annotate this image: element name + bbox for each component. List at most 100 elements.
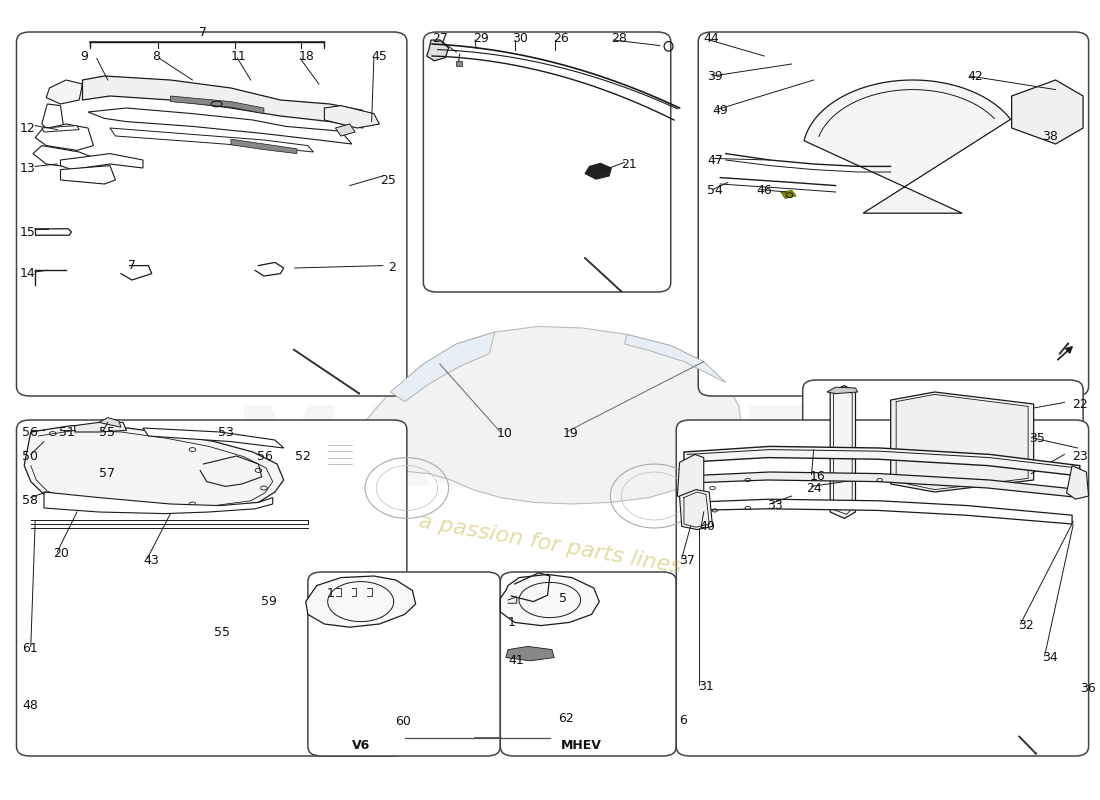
Text: V6: V6	[352, 739, 370, 752]
Text: 50: 50	[22, 450, 38, 462]
Text: 44: 44	[704, 32, 719, 45]
Polygon shape	[60, 166, 116, 184]
Polygon shape	[684, 472, 1080, 498]
Polygon shape	[231, 139, 297, 154]
Text: 58: 58	[22, 494, 38, 506]
Text: 27: 27	[432, 32, 448, 45]
Polygon shape	[500, 574, 600, 626]
Text: 13: 13	[20, 162, 35, 174]
Text: 55: 55	[214, 626, 230, 638]
Polygon shape	[35, 124, 94, 150]
Text: 40: 40	[700, 520, 715, 533]
Text: 5: 5	[559, 592, 566, 605]
Text: 6: 6	[680, 714, 688, 726]
Text: 33: 33	[768, 499, 783, 512]
Text: 56: 56	[22, 426, 37, 438]
Polygon shape	[44, 492, 273, 514]
Text: 16: 16	[810, 470, 825, 482]
Text: 12: 12	[20, 122, 35, 134]
Text: 32: 32	[1019, 619, 1034, 632]
Polygon shape	[82, 76, 363, 128]
Polygon shape	[585, 163, 612, 179]
Polygon shape	[143, 428, 284, 448]
Text: 62: 62	[559, 712, 574, 725]
Text: 26: 26	[553, 32, 569, 45]
Polygon shape	[42, 104, 64, 132]
Text: 21: 21	[621, 158, 637, 170]
Text: 55: 55	[99, 426, 116, 438]
FancyBboxPatch shape	[308, 572, 501, 756]
Polygon shape	[99, 418, 121, 427]
Text: MHEV: MHEV	[561, 739, 602, 752]
Text: 18: 18	[299, 50, 315, 62]
Polygon shape	[680, 490, 713, 530]
Polygon shape	[60, 154, 143, 170]
Text: 53: 53	[218, 426, 233, 438]
Polygon shape	[336, 124, 355, 136]
Text: 23: 23	[1072, 450, 1088, 462]
Text: 15: 15	[20, 226, 35, 238]
Polygon shape	[1067, 466, 1089, 499]
Polygon shape	[688, 499, 1072, 524]
Text: 47: 47	[707, 154, 723, 166]
Polygon shape	[1012, 80, 1084, 144]
Text: 20: 20	[53, 547, 68, 560]
Text: 35: 35	[1030, 432, 1045, 445]
Text: 7: 7	[128, 259, 135, 272]
Text: 8: 8	[152, 50, 160, 62]
Text: 10: 10	[497, 427, 513, 440]
Polygon shape	[827, 387, 858, 394]
FancyBboxPatch shape	[424, 32, 671, 292]
Text: 54: 54	[707, 184, 723, 197]
Text: 52: 52	[295, 450, 310, 462]
Text: 45: 45	[372, 50, 387, 62]
FancyBboxPatch shape	[803, 380, 1084, 536]
Polygon shape	[625, 334, 726, 382]
Text: 39: 39	[707, 70, 723, 82]
Text: 30: 30	[513, 32, 528, 45]
Text: 1: 1	[327, 587, 334, 600]
Polygon shape	[46, 80, 82, 104]
Text: 46: 46	[757, 184, 772, 197]
Text: 22: 22	[1072, 398, 1088, 410]
Text: a passion for parts lines: a passion for parts lines	[417, 511, 683, 577]
Text: 25: 25	[379, 174, 396, 186]
Polygon shape	[88, 108, 352, 144]
Polygon shape	[75, 422, 127, 432]
Polygon shape	[456, 61, 462, 66]
Polygon shape	[678, 454, 704, 500]
Text: MASERATI: MASERATI	[233, 402, 866, 510]
Text: 1: 1	[508, 616, 516, 629]
Polygon shape	[110, 128, 314, 152]
Text: 24: 24	[806, 482, 822, 494]
Polygon shape	[42, 126, 79, 132]
FancyBboxPatch shape	[676, 420, 1089, 756]
Text: 9: 9	[80, 50, 88, 62]
Polygon shape	[891, 392, 1034, 492]
Polygon shape	[33, 146, 99, 172]
Text: 14: 14	[20, 267, 35, 280]
Text: 49: 49	[713, 104, 728, 117]
Text: 51: 51	[59, 426, 75, 438]
Polygon shape	[427, 40, 449, 61]
Text: 19: 19	[563, 427, 579, 440]
Polygon shape	[170, 96, 264, 114]
Text: 56: 56	[257, 450, 273, 462]
FancyBboxPatch shape	[16, 32, 407, 396]
Text: 43: 43	[143, 554, 158, 566]
Polygon shape	[324, 106, 380, 128]
Text: 31: 31	[698, 680, 714, 693]
Text: 42: 42	[968, 70, 983, 82]
Text: 48: 48	[22, 699, 37, 712]
Text: 11: 11	[231, 50, 246, 62]
Text: 37: 37	[680, 554, 695, 566]
Polygon shape	[390, 332, 495, 402]
Polygon shape	[24, 426, 284, 510]
Text: 59: 59	[261, 595, 276, 608]
Text: 57: 57	[99, 467, 116, 480]
Text: 60: 60	[395, 715, 410, 728]
FancyBboxPatch shape	[698, 32, 1089, 396]
Polygon shape	[506, 646, 554, 661]
Text: 38: 38	[1043, 130, 1058, 142]
Text: 29: 29	[473, 32, 488, 45]
